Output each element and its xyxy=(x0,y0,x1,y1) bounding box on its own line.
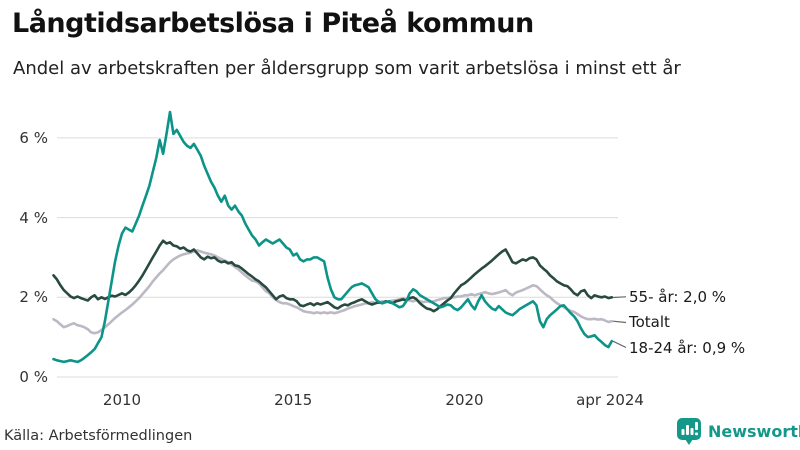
label-connector-55plus xyxy=(612,296,627,299)
series-line-totalt xyxy=(52,249,614,335)
series-line-55plus xyxy=(52,239,614,313)
source-note: Källa: Arbetsförmedlingen xyxy=(4,428,193,444)
xtick-2020: 2020 xyxy=(445,391,484,409)
chart-subtitle: Andel av arbetskraften per åldersgrupp s… xyxy=(13,58,681,79)
xtick-2010: 2010 xyxy=(102,391,142,409)
bar-icon xyxy=(681,429,685,435)
ytick-2: 2 % xyxy=(19,288,48,307)
series-label-55plus: 55- år: 2,0 % xyxy=(629,288,727,306)
xtick-apr-2024: apr 2024 xyxy=(576,391,644,409)
gridlines xyxy=(57,137,618,378)
page-title: Långtidsarbetslösa i Piteå kommun xyxy=(12,8,534,39)
xtick-2015: 2015 xyxy=(274,391,313,409)
newsworthy-logo[interactable]: Newsworthy xyxy=(676,417,800,446)
newsworthy-logo-text: Newsworthy xyxy=(708,422,800,441)
newsworthy-logo-icon xyxy=(677,418,701,445)
label-connector-totalt xyxy=(612,320,627,324)
series-line-18-24 xyxy=(52,110,614,364)
series-label-18-24: 18-24 år: 0,9 % xyxy=(629,339,746,357)
ytick-4: 4 % xyxy=(19,208,48,227)
ytick-0: 0 % xyxy=(19,368,48,386)
label-connector-18-24 xyxy=(612,340,627,349)
series-label-totalt: Totalt xyxy=(629,313,670,331)
ytick-6: 6 % xyxy=(19,128,48,147)
